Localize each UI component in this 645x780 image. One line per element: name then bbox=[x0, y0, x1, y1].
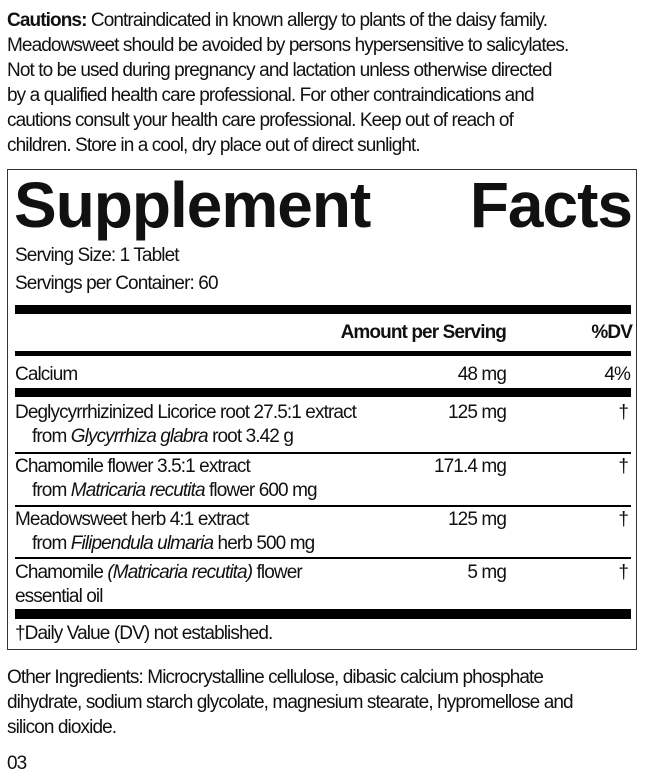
latin-name: (Matricaria recutita) bbox=[107, 562, 253, 583]
ingredient-name: Deglycyrrhizinized Licorice root 27.5:1 … bbox=[15, 402, 357, 423]
header-dv: %DV bbox=[591, 322, 632, 343]
amount: 171.4 mg bbox=[433, 456, 507, 477]
amount: 5 mg bbox=[467, 562, 507, 583]
ingredient-name-cont: essential oil bbox=[15, 586, 103, 607]
ingredient-name: Meadowsweet herb 4:1 extract bbox=[15, 509, 249, 530]
source-pre: from bbox=[32, 533, 71, 554]
divider-medium bbox=[15, 351, 631, 356]
servings-per-container: Servings per Container: 60 bbox=[15, 273, 219, 294]
cautions-line: Cautions: Contraindicated in known aller… bbox=[7, 8, 548, 33]
cautions-text: Contraindicated in known allergy to plan… bbox=[86, 10, 548, 31]
divider-thin bbox=[15, 505, 631, 507]
cautions-label: Cautions: bbox=[7, 10, 87, 31]
latin-name: Matricaria recutita bbox=[70, 480, 206, 501]
ingredient-source: from Matricaria recutita flower 600 mg bbox=[32, 479, 318, 503]
divider-thin bbox=[15, 452, 631, 454]
source-pre: from bbox=[32, 480, 71, 501]
divider-thin bbox=[15, 557, 631, 559]
ingredient-name: Calcium bbox=[15, 364, 78, 385]
facts-title: Supplement Facts bbox=[14, 169, 633, 241]
cautions-line: cautions consult your health care profes… bbox=[7, 110, 514, 131]
ingredient-name: Chamomile (Matricaria recutita) flower bbox=[15, 561, 303, 585]
source-post: flower 600 mg bbox=[204, 480, 318, 501]
dv: 4% bbox=[604, 364, 631, 385]
ingredient-source: from Filipendula ulmaria herb 500 mg bbox=[32, 532, 316, 556]
latin-name: Filipendula ulmaria bbox=[70, 533, 214, 554]
cautions-line: children. Store in a cool, dry place out… bbox=[7, 135, 421, 156]
amount: 125 mg bbox=[448, 509, 507, 530]
supplement-facts-panel: Supplement Facts Serving Size: 1 Tablet S… bbox=[7, 169, 637, 650]
name-post: flower bbox=[252, 562, 303, 583]
title-word: Facts bbox=[469, 169, 633, 241]
dv: † bbox=[618, 402, 629, 423]
divider-thick bbox=[15, 609, 631, 619]
divider-thick bbox=[15, 388, 631, 397]
source-pre: from bbox=[32, 426, 71, 447]
dv: † bbox=[618, 509, 629, 530]
page-code: 03 bbox=[7, 753, 27, 774]
title-word: Supplement bbox=[14, 169, 371, 241]
dv: † bbox=[618, 562, 629, 583]
serving-size: Serving Size: 1 Tablet bbox=[15, 245, 180, 266]
other-ingredients-line: dihydrate, sodium starch glycolate, magn… bbox=[7, 692, 574, 713]
latin-name: Glycyrrhiza glabra bbox=[70, 426, 209, 447]
source-post: herb 500 mg bbox=[213, 533, 316, 554]
cautions-line: Not to be used during pregnancy and lact… bbox=[7, 60, 552, 81]
footnote: †Daily Value (DV) not established. bbox=[15, 623, 273, 644]
ingredient-name: Chamomile flower 3.5:1 extract bbox=[15, 456, 251, 477]
dv: † bbox=[618, 456, 629, 477]
other-ingredients-line: Other Ingredients: Microcrystalline cell… bbox=[7, 667, 544, 688]
cautions-line: Meadowsweet should be avoided by persons… bbox=[7, 35, 569, 56]
other-ingredients-line: silicon dioxide. bbox=[7, 717, 117, 738]
divider-thick bbox=[15, 305, 631, 314]
amount: 48 mg bbox=[457, 364, 507, 385]
cautions-line: by a qualified health care professional.… bbox=[7, 85, 535, 106]
header-amount: Amount per Serving bbox=[340, 322, 507, 343]
name-pre: Chamomile bbox=[15, 562, 108, 583]
source-post: root 3.42 g bbox=[207, 426, 294, 447]
ingredient-source: from Glycyrrhiza glabra root 3.42 g bbox=[32, 425, 294, 449]
amount: 125 mg bbox=[448, 402, 507, 423]
